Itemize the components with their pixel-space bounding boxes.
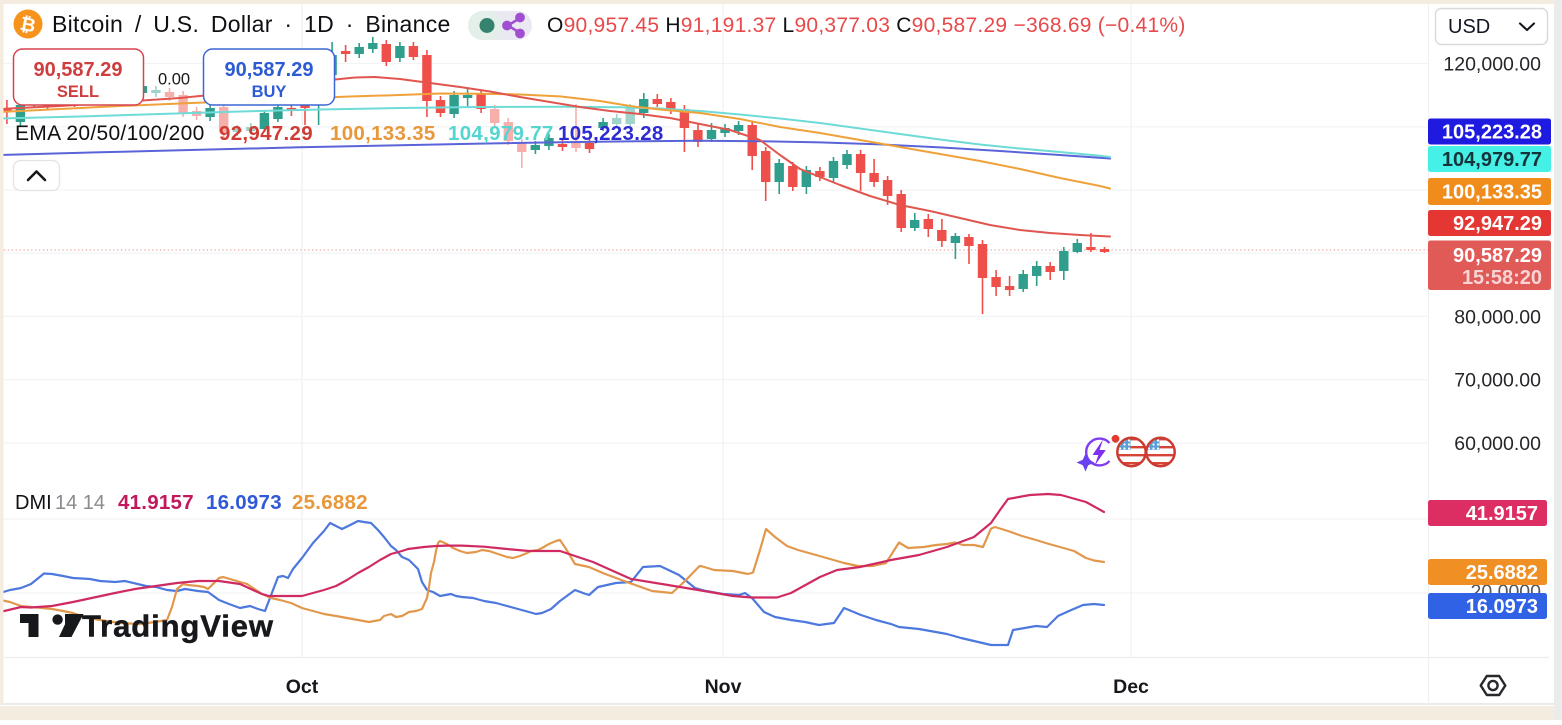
svg-text:104,979.77: 104,979.77 <box>1442 149 1542 171</box>
svg-text:100,133.35: 100,133.35 <box>330 122 436 145</box>
svg-text:100,133.35: 100,133.35 <box>1442 182 1542 204</box>
svg-text:Dec: Dec <box>1113 676 1149 698</box>
svg-text:14 14: 14 14 <box>55 492 105 514</box>
svg-text:25.6882: 25.6882 <box>1466 562 1538 584</box>
svg-text:USD: USD <box>1448 16 1490 38</box>
svg-text:41.9157: 41.9157 <box>1466 503 1538 525</box>
svg-text:60,000.00: 60,000.00 <box>1454 433 1541 455</box>
svg-text:Bitcoin / U.S. Dollar · 1D · B: Bitcoin / U.S. Dollar · 1D · Binance <box>52 11 451 37</box>
svg-text:TradingView: TradingView <box>82 609 274 644</box>
svg-text:104,979.77: 104,979.77 <box>448 122 554 145</box>
svg-text:90,587.29: 90,587.29 <box>1453 245 1542 267</box>
svg-text:92,947.29: 92,947.29 <box>1453 213 1542 235</box>
svg-text:SELL: SELL <box>57 83 99 101</box>
svg-text:70,000.00: 70,000.00 <box>1454 370 1541 392</box>
svg-text:DMI: DMI <box>15 492 52 514</box>
svg-text:16.0973: 16.0973 <box>206 491 282 514</box>
svg-text:41.9157: 41.9157 <box>118 491 194 514</box>
svg-text:92,947.29: 92,947.29 <box>219 122 313 145</box>
svg-text:105,223.28: 105,223.28 <box>1442 122 1542 144</box>
svg-text:Nov: Nov <box>705 676 742 698</box>
svg-text:90,587.29: 90,587.29 <box>225 59 314 81</box>
svg-text:105,223.28: 105,223.28 <box>558 122 664 145</box>
svg-text:BUY: BUY <box>252 83 287 101</box>
svg-text:0.00: 0.00 <box>158 71 190 89</box>
svg-text:EMA 20/50/100/200: EMA 20/50/100/200 <box>15 122 205 145</box>
svg-text:90,587.29: 90,587.29 <box>34 59 123 81</box>
svg-text:16.0973: 16.0973 <box>1466 596 1538 618</box>
svg-text:25.6882: 25.6882 <box>292 491 368 514</box>
svg-text:120,000.00: 120,000.00 <box>1443 54 1541 76</box>
svg-text:15:58:20: 15:58:20 <box>1462 267 1542 289</box>
svg-text:₿: ₿ <box>18 14 38 38</box>
svg-text:O90,957.45 H91,191.37 L90,377.: O90,957.45 H91,191.37 L90,377.03 C90,587… <box>547 14 1186 37</box>
svg-text:Oct: Oct <box>286 676 319 698</box>
svg-text:80,000.00: 80,000.00 <box>1454 306 1541 328</box>
